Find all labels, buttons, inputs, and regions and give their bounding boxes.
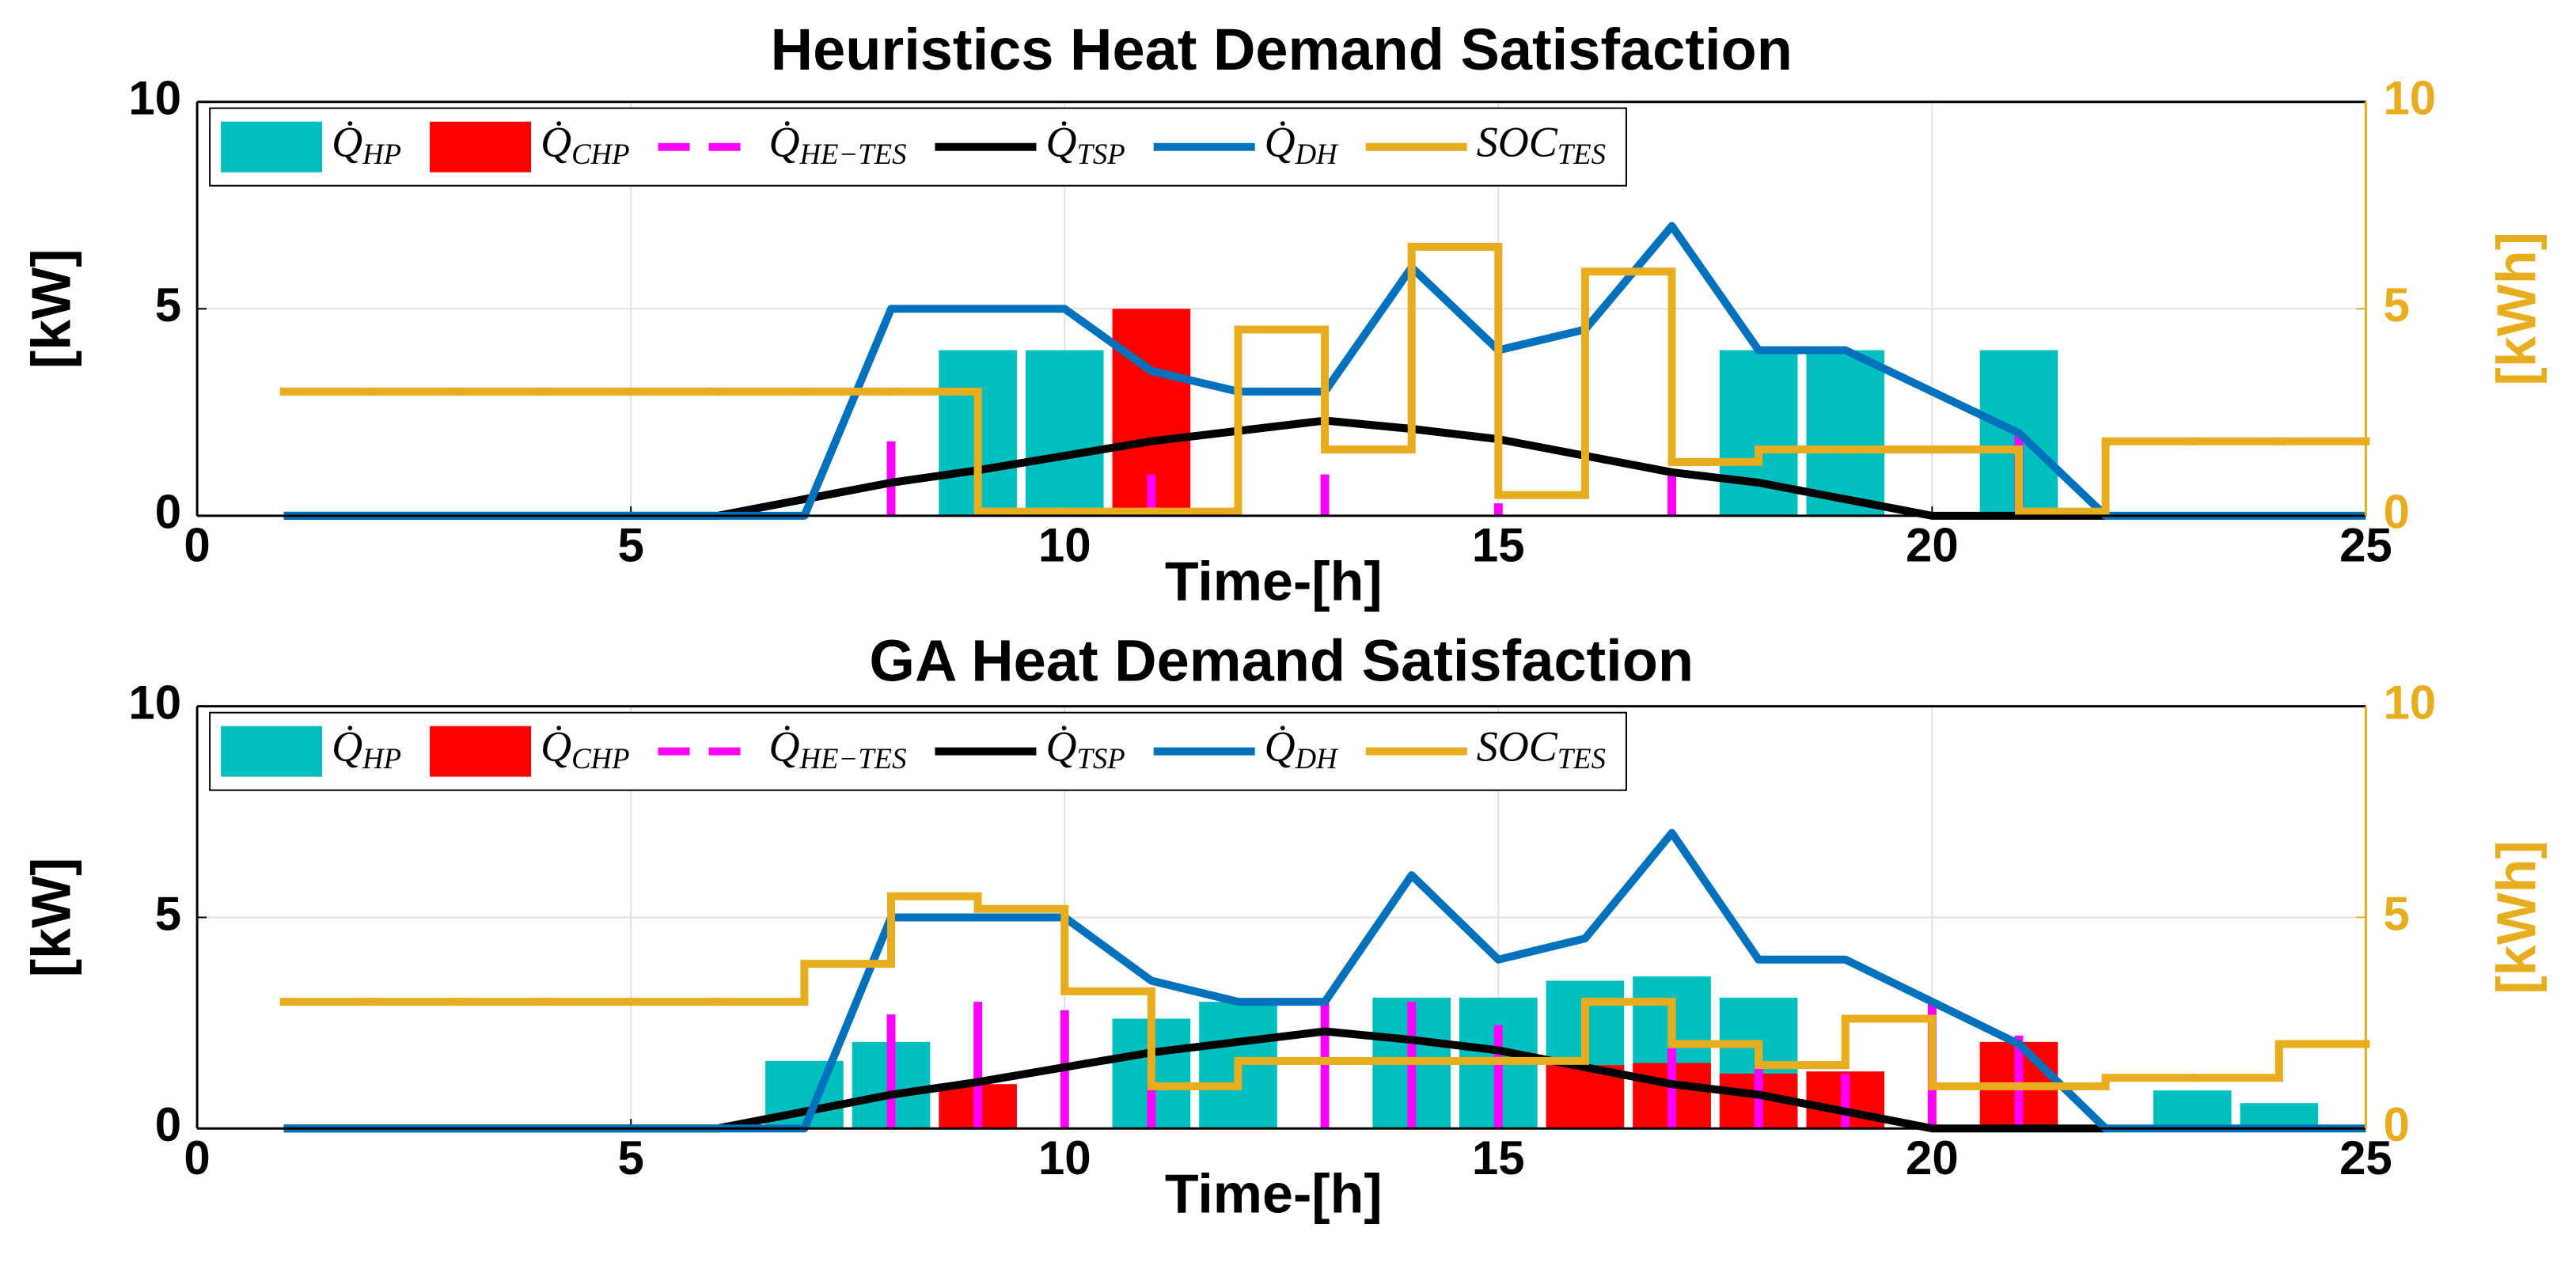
legend-label: Q̇DH [1265,723,1340,775]
x-tick-label: 15 [1472,519,1525,572]
legend-label: Q̇DH [1265,119,1340,171]
stem [886,1014,896,1129]
x-axis-label: Time-[h] [1165,1163,1383,1225]
legend-label: SOCTES [1477,723,1606,775]
y2-tick-label: 0 [2383,1098,2409,1151]
x-tick-label: 15 [1472,1131,1525,1184]
stem [1493,1025,1503,1129]
y2-axis-label: [kWh] [2485,232,2547,385]
y2-tick-label: 5 [2383,887,2409,940]
chart-title: GA Heat Demand Satisfaction [869,627,1694,693]
y-axis-label: [kW] [20,248,82,369]
y2-tick-label: 10 [2383,72,2436,125]
y-tick-label: 10 [128,676,181,730]
stem [1320,1002,1330,1129]
legend-label: Q̇HE−TES [769,119,907,171]
x-tick-label: 10 [1038,1131,1091,1184]
x-tick-label: 0 [184,1131,210,1184]
x-axis-label: Time-[h] [1165,550,1383,612]
stem [1667,1048,1677,1129]
bar [1806,350,1885,516]
legend-swatch [430,726,532,777]
bar [2153,1090,2232,1129]
stem [973,1002,983,1129]
y-tick-label: 10 [128,72,181,125]
x-tick-label: 25 [2339,519,2392,572]
y-tick-label: 0 [155,486,181,539]
x-tick-label: 5 [617,1131,643,1184]
stem [1147,1086,1156,1129]
legend-label: Q̇TSP [1045,119,1125,171]
x-tick-label: 20 [1906,519,1959,572]
legend-label: Q̇HE−TES [769,723,907,775]
y-tick-label: 0 [155,1098,181,1151]
x-tick-label: 5 [617,519,643,572]
y-tick-label: 5 [155,279,181,332]
y-axis-label: [kW] [20,858,82,978]
chart-title: Heuristics Heat Demand Satisfaction [771,17,1793,82]
y2-axis-label: [kWh] [2485,840,2547,994]
y2-tick-label: 5 [2383,279,2409,332]
stem [886,441,896,516]
x-tick-label: 0 [184,519,210,572]
stem [1841,1073,1850,1129]
legend-label: Q̇HP [332,119,401,171]
y-tick-label: 5 [155,887,181,940]
x-tick-label: 10 [1038,519,1091,572]
stem [1147,474,1156,516]
bar [1025,350,1104,516]
legend-swatch [221,726,323,777]
legend-swatch [221,121,323,172]
bar [2240,1103,2319,1129]
y2-tick-label: 10 [2383,676,2436,730]
legend-label: SOCTES [1477,119,1606,171]
stem [1667,474,1677,516]
legend-label: Q̇CHP [541,119,629,171]
legend-label: Q̇HP [332,723,401,775]
stem [1407,1002,1417,1129]
stem [1493,503,1503,516]
legend-swatch [430,121,532,172]
legend-label: Q̇CHP [541,723,629,775]
stem [2014,1035,2024,1129]
x-tick-label: 25 [2339,1131,2392,1184]
x-tick-label: 20 [1906,1131,1959,1184]
legend-label: Q̇TSP [1045,723,1125,775]
y2-tick-label: 0 [2383,486,2409,539]
stem [1320,474,1330,516]
